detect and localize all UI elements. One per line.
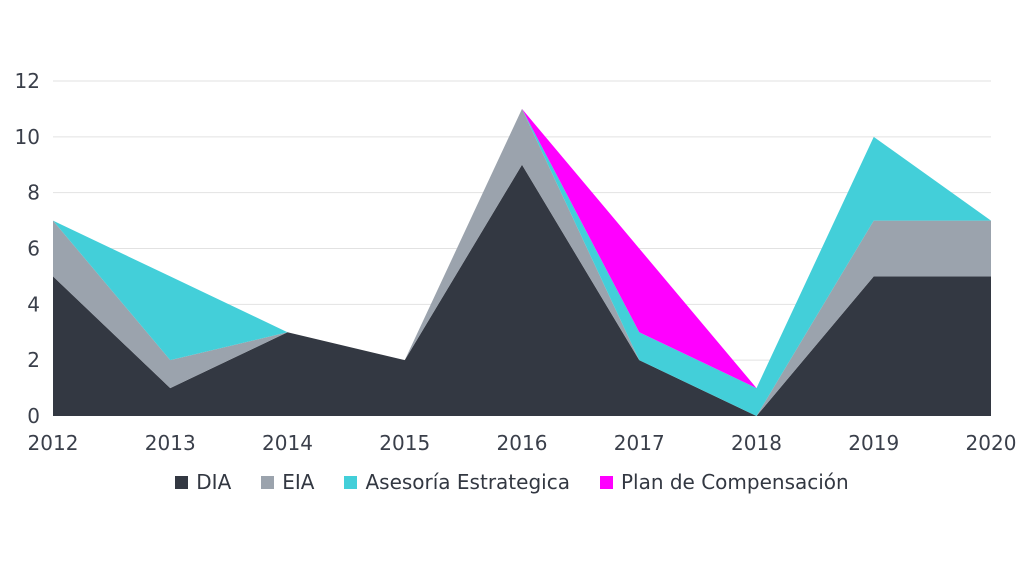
legend-label: DIA xyxy=(196,470,232,494)
legend-swatch xyxy=(599,475,613,489)
legend-swatch xyxy=(261,475,275,489)
y-tick-label: 2 xyxy=(27,348,40,372)
x-tick-label: 2015 xyxy=(379,431,430,455)
y-tick-label: 12 xyxy=(15,69,40,93)
x-tick-label: 2014 xyxy=(262,431,313,455)
y-tick-label: 10 xyxy=(15,125,40,149)
legend-label: Asesoría Estrategica xyxy=(365,470,570,494)
y-tick-label: 6 xyxy=(27,237,40,261)
legend-item: Asesoría Estrategica xyxy=(344,470,570,494)
legend-swatch xyxy=(175,475,189,489)
x-tick-label: 2018 xyxy=(731,431,782,455)
x-tick-label: 2016 xyxy=(497,431,548,455)
x-tick-label: 2020 xyxy=(966,431,1017,455)
y-tick-label: 8 xyxy=(27,181,40,205)
y-tick-label: 4 xyxy=(27,292,40,316)
legend-label: EIA xyxy=(282,470,315,494)
x-tick-label: 2019 xyxy=(848,431,899,455)
x-tick-label: 2012 xyxy=(28,431,79,455)
series-areas xyxy=(53,108,991,417)
x-tick-label: 2013 xyxy=(145,431,196,455)
legend: DIA EIA Asesoría Estrategica Plan de Compen… xyxy=(0,470,1024,494)
legend-item: Plan de Compensación xyxy=(599,470,849,494)
legend-item: DIA xyxy=(175,470,231,494)
legend-swatch xyxy=(344,475,358,489)
legend-item: EIA xyxy=(261,470,314,494)
y-axis-ticks: 0 2 4 6 8 10 12 xyxy=(15,69,40,428)
x-axis-ticks: 2012 2013 2014 2015 2016 2017 2018 2019 2020 xyxy=(28,431,1017,455)
y-tick-label: 0 xyxy=(27,404,40,428)
area-dia xyxy=(53,164,991,416)
x-tick-label: 2017 xyxy=(614,431,665,455)
legend-label: Plan de Compensación xyxy=(620,470,849,494)
